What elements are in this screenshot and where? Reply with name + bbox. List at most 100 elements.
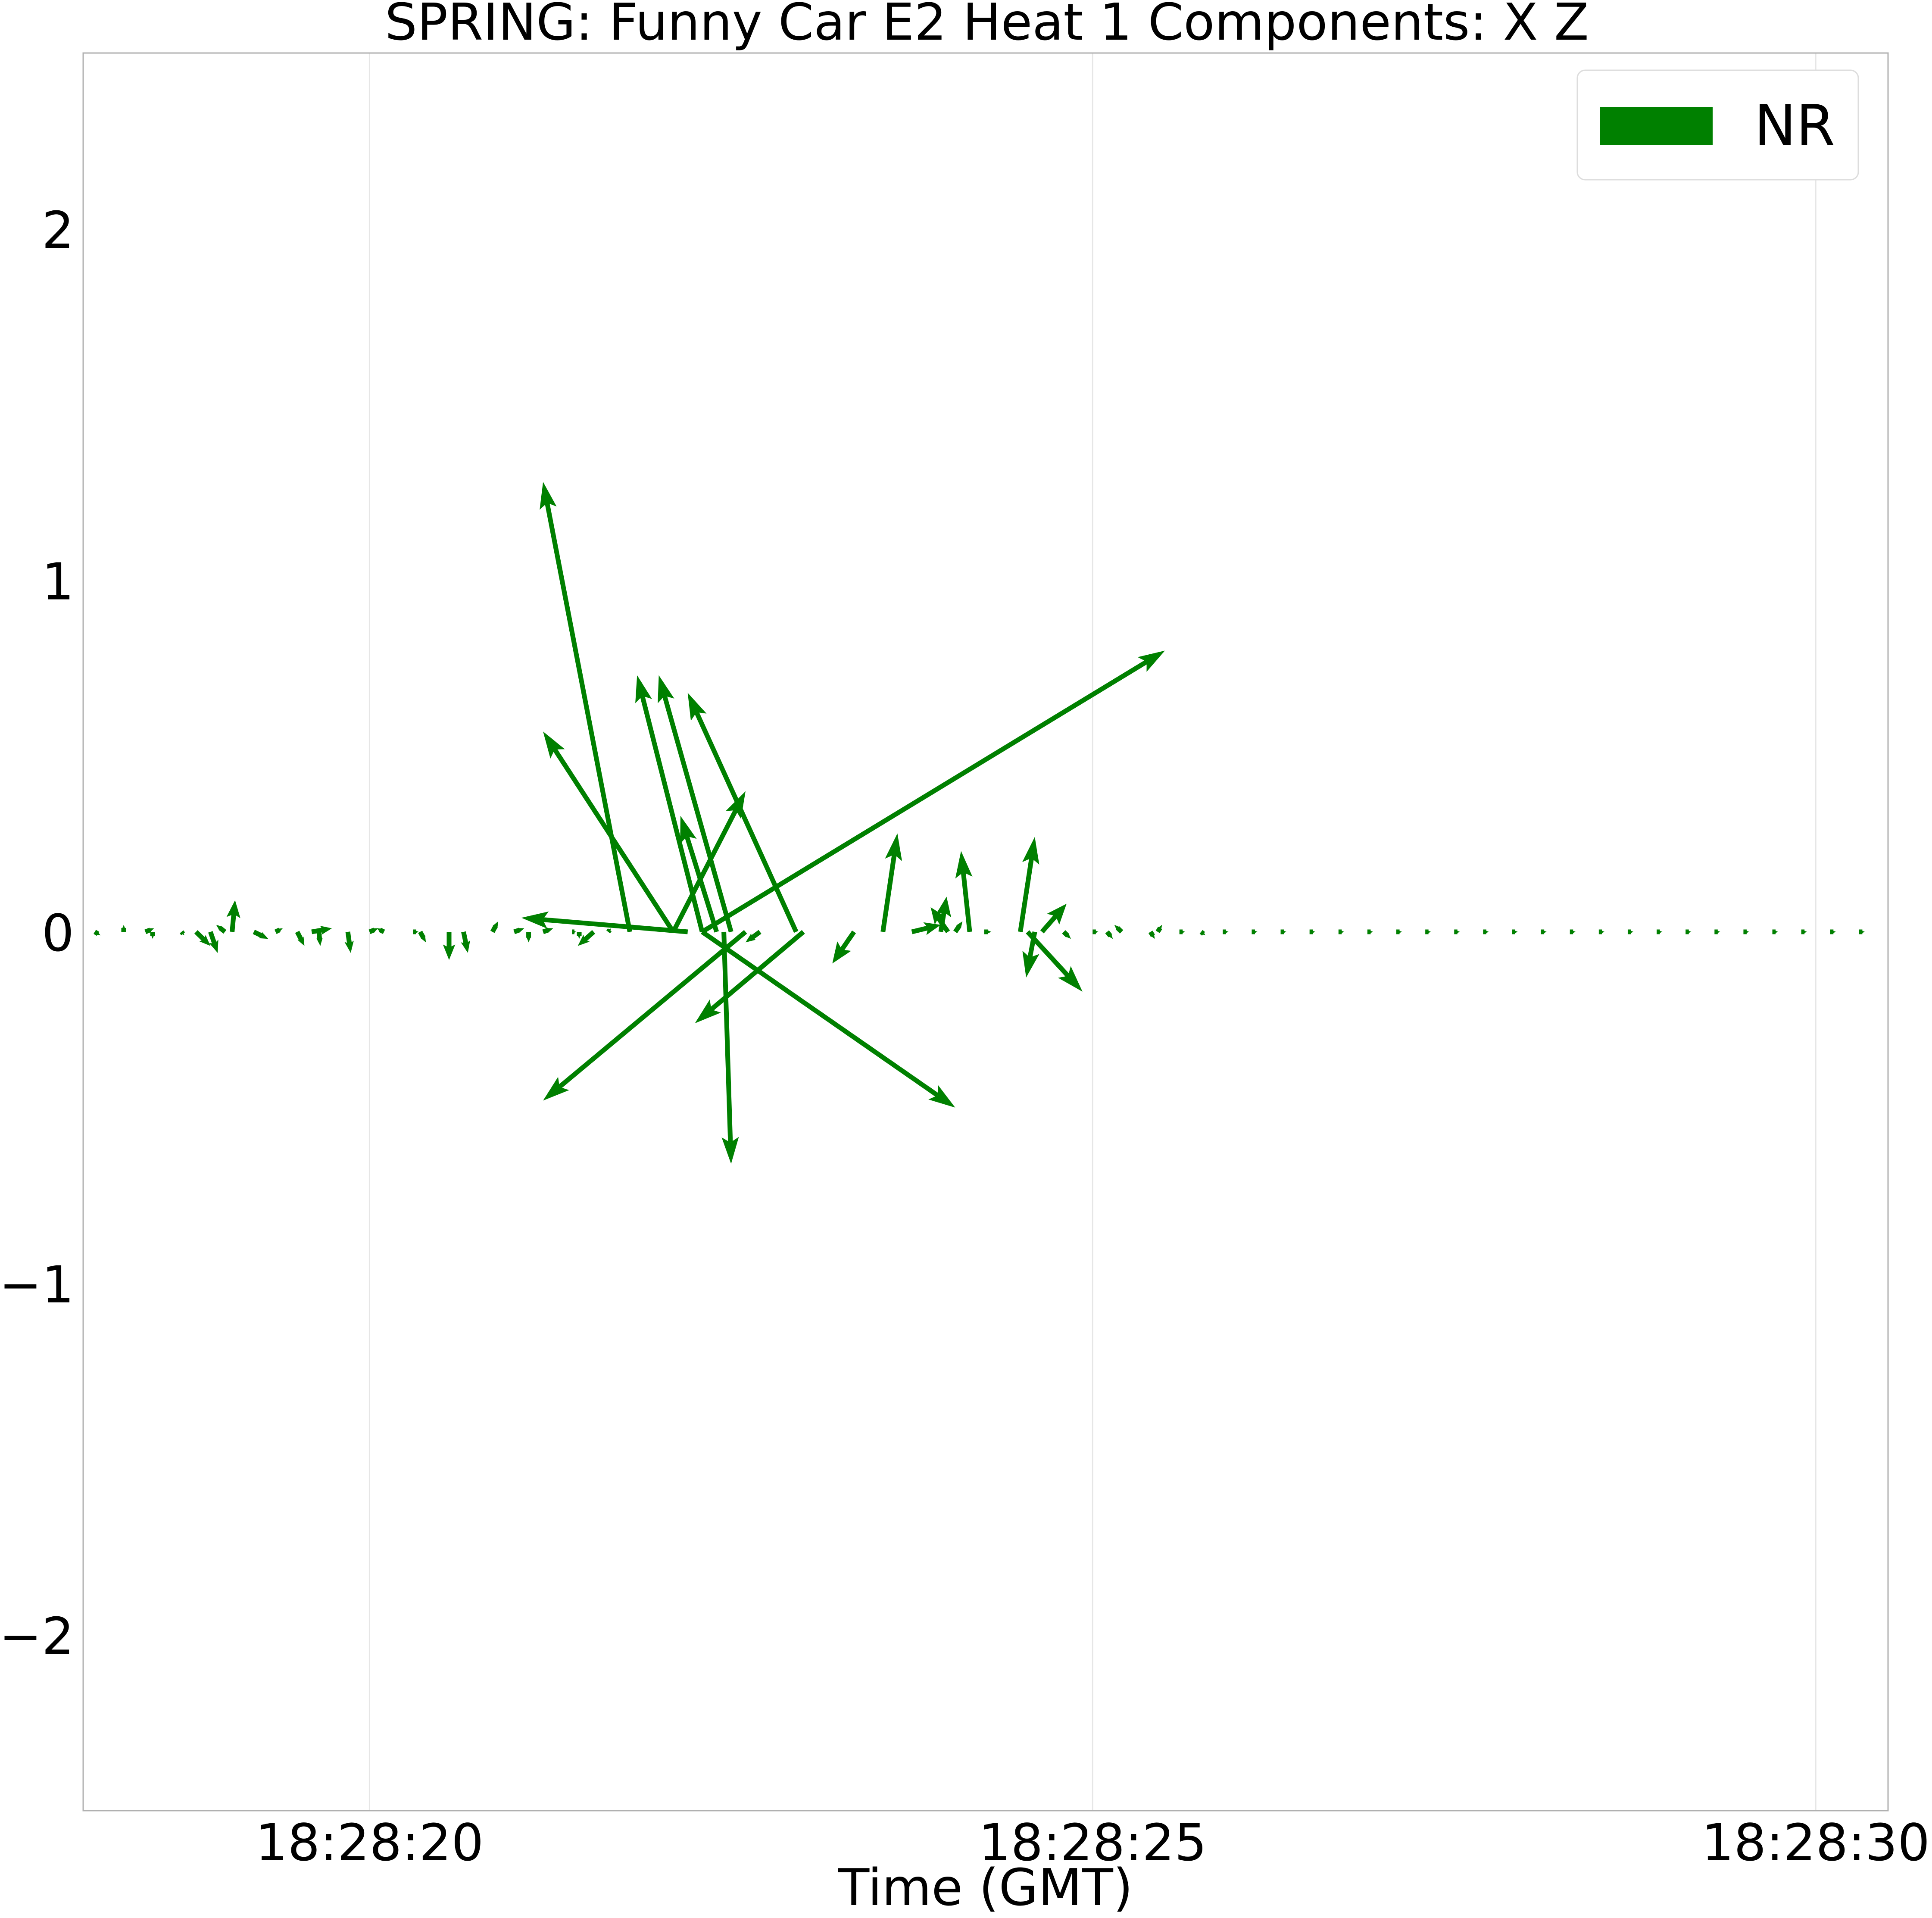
vector-head xyxy=(199,935,211,946)
vector-head xyxy=(209,940,218,953)
x-tick-label: 18:28:20 xyxy=(255,1813,484,1872)
y-tick-label: −2 xyxy=(0,1606,74,1666)
vector-shaft xyxy=(490,925,498,933)
vector-shaft xyxy=(671,809,738,933)
vector-arrow xyxy=(687,693,799,933)
vector-arrow xyxy=(1483,929,1489,934)
vector-arrow xyxy=(1454,929,1460,934)
vector-head xyxy=(1804,931,1807,933)
vector-arrow xyxy=(880,833,902,932)
vector-arrow xyxy=(521,911,688,934)
vector-arrow xyxy=(543,731,675,933)
vector-arrow xyxy=(1743,929,1749,934)
vector-head xyxy=(885,833,902,861)
vector-layer xyxy=(93,482,1865,1164)
vector-shaft xyxy=(274,928,281,934)
vector-shaft xyxy=(1199,930,1205,936)
vector-shaft xyxy=(558,930,747,1089)
vector-arrow xyxy=(179,930,185,936)
vector-arrow xyxy=(1148,931,1155,939)
vector-arrow xyxy=(344,931,354,953)
vector-arrow xyxy=(144,928,154,934)
vector-arrow xyxy=(513,928,524,934)
vector-arrow xyxy=(930,907,950,934)
vector-head xyxy=(1486,931,1489,933)
vector-head xyxy=(372,928,378,932)
x-axis-ticks: 18:28:20 18:28:25 18:28:30 xyxy=(255,1813,1930,1872)
vector-head xyxy=(1283,931,1286,933)
vector-head xyxy=(1254,931,1258,933)
vector-arrow xyxy=(1280,929,1286,934)
vector-arrow xyxy=(635,675,705,933)
x-tick-label: 18:28:30 xyxy=(1701,1813,1930,1872)
vector-arrow xyxy=(542,928,553,934)
vector-head xyxy=(1572,931,1576,933)
vector-arrow xyxy=(1105,930,1113,939)
vector-shaft xyxy=(583,930,596,942)
vector-arrow xyxy=(1062,930,1071,939)
vector-head xyxy=(420,935,426,943)
vector-arrow xyxy=(1022,931,1039,978)
vector-arrow xyxy=(121,925,126,932)
vector-arrow xyxy=(577,930,596,946)
vector-arrow xyxy=(543,930,747,1101)
vector-arrow xyxy=(1627,929,1634,934)
legend-frame xyxy=(1576,69,1859,181)
vector-shaft xyxy=(880,854,897,932)
vector-head xyxy=(955,851,973,879)
vector-shaft xyxy=(640,695,705,933)
vector-head xyxy=(226,900,240,918)
y-tick-label: 0 xyxy=(42,903,74,963)
vector-arrow xyxy=(377,928,385,934)
vector-arrow xyxy=(984,929,992,934)
vector-shaft xyxy=(1148,931,1155,937)
vector-head xyxy=(687,693,707,721)
vector-head xyxy=(1341,931,1345,933)
vector-arrow xyxy=(701,930,955,1108)
vector-head xyxy=(546,928,553,933)
vector-head xyxy=(1312,931,1316,933)
vector-shaft xyxy=(911,925,929,934)
vector-arrow xyxy=(413,929,419,934)
vector-shaft xyxy=(418,931,426,939)
vector-shaft xyxy=(379,928,385,934)
y-axis-ticks: −2 −1 0 1 2 xyxy=(0,200,74,1666)
vector-head xyxy=(1137,650,1165,672)
x-axis-label: Time (GMT) xyxy=(838,1858,1133,1917)
vector-head xyxy=(1861,931,1865,933)
vector-head xyxy=(658,675,674,703)
vector-arrow xyxy=(93,930,101,936)
vector-head xyxy=(987,930,992,934)
vector-arrow xyxy=(490,921,499,933)
vector-shaft xyxy=(218,926,227,934)
vector-head xyxy=(635,675,652,703)
vector-head xyxy=(923,922,941,935)
vector-shaft xyxy=(542,928,550,934)
vector-shaft xyxy=(1062,930,1070,938)
vector-arrow xyxy=(216,925,227,934)
vector-arrow xyxy=(1199,930,1206,936)
vector-shaft xyxy=(1116,926,1124,934)
vector-arrow xyxy=(1040,903,1067,934)
legend-label-nr: NR xyxy=(1754,93,1835,158)
vector-arrow xyxy=(1541,929,1547,934)
vector-arrow xyxy=(418,931,426,943)
vector-arrow xyxy=(226,900,240,932)
vector-head xyxy=(1225,931,1229,933)
vector-head xyxy=(745,933,756,943)
vector-head xyxy=(1543,931,1547,933)
vector-head xyxy=(928,1085,955,1108)
vector-head xyxy=(695,999,721,1024)
vector-arrow xyxy=(1570,929,1576,934)
vector-shaft xyxy=(1027,931,1037,958)
vector-shaft xyxy=(936,916,950,934)
vector-arrow xyxy=(1598,929,1605,934)
vector-arrow xyxy=(443,932,456,960)
vector-arrow xyxy=(1367,929,1373,934)
vector-arrow xyxy=(1425,929,1431,934)
vector-arrow xyxy=(194,930,211,946)
y-tick-label: −1 xyxy=(0,1255,74,1315)
vector-head xyxy=(1370,931,1373,933)
vector-head xyxy=(316,937,323,946)
vector-head xyxy=(1746,931,1749,933)
